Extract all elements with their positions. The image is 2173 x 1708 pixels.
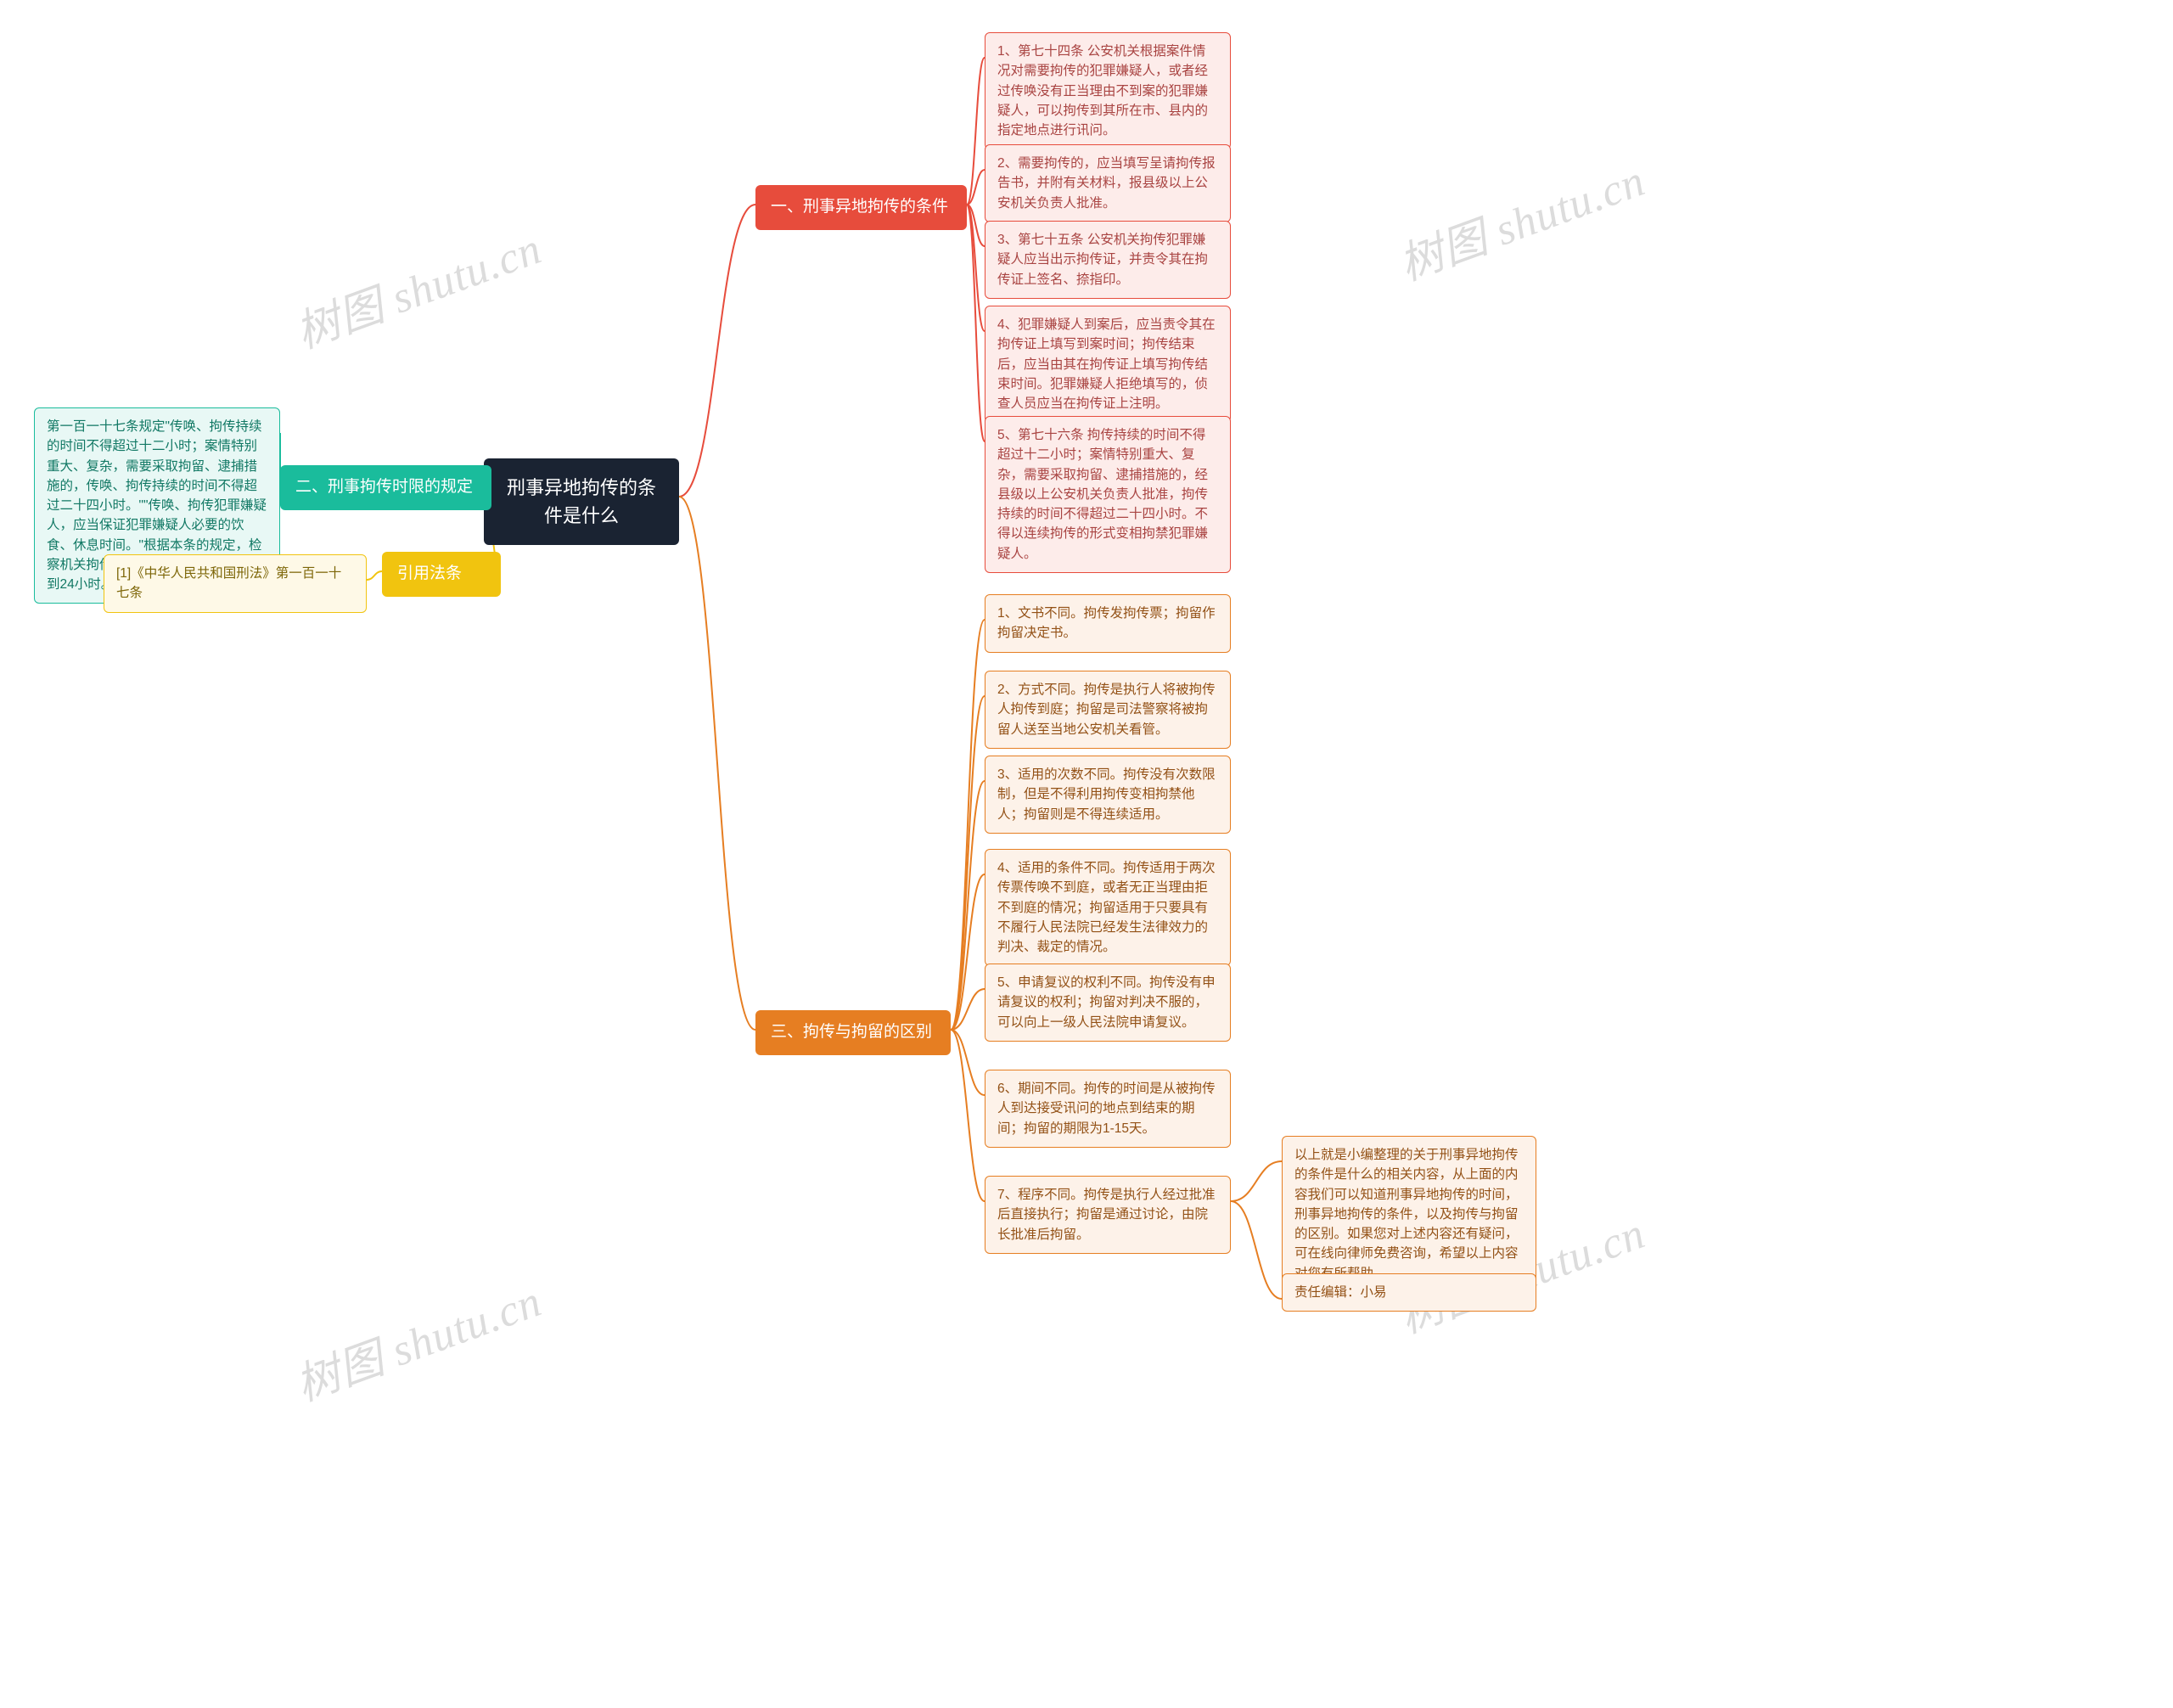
watermark: 树图 shutu.cn: [285, 212, 548, 360]
leaf-b1-0[interactable]: 1、第七十四条 公安机关根据案件情况对需要拘传的犯罪嫌疑人，或者经过传唤没有正当…: [985, 32, 1231, 149]
root-text: 刑事异地拘传的条件是什么: [507, 477, 656, 526]
extra-b4-1[interactable]: 责任编辑：小易: [1282, 1273, 1536, 1312]
leaf-text: 5、申请复议的权利不同。拘传没有申请复议的权利；拘留对判决不服的，可以向上一级人…: [997, 975, 1216, 1030]
branch-label: 引用法条: [397, 565, 462, 582]
leaf-b4-5[interactable]: 6、期间不同。拘传的时间是从被拘传人到达接受讯问的地点到结束的期间；拘留的期限为…: [985, 1070, 1231, 1148]
leaf-b4-6[interactable]: 7、程序不同。拘传是执行人经过批准后直接执行；拘留是通过讨论，由院长批准后拘留。: [985, 1176, 1231, 1254]
branch-label: 一、刑事异地拘传的条件: [771, 198, 948, 216]
leaf-text: 1、文书不同。拘传发拘传票；拘留作拘留决定书。: [997, 606, 1216, 640]
watermark: 树图 shutu.cn: [285, 1265, 548, 1413]
branch-b1[interactable]: 一、刑事异地拘传的条件: [755, 185, 967, 230]
leaf-b4-0[interactable]: 1、文书不同。拘传发拘传票；拘留作拘留决定书。: [985, 594, 1231, 653]
leaf-b4-3[interactable]: 4、适用的条件不同。拘传适用于两次传票传唤不到庭，或者无正当理由拒不到庭的情况；…: [985, 849, 1231, 966]
root-node[interactable]: 刑事异地拘传的条件是什么: [484, 458, 679, 545]
branch-label: 三、拘传与拘留的区别: [771, 1023, 932, 1041]
leaf-text: [1]《中华人民共和国刑法》第一百一十七条: [116, 566, 341, 600]
leaf-text: 6、期间不同。拘传的时间是从被拘传人到达接受讯问的地点到结束的期间；拘留的期限为…: [997, 1082, 1216, 1136]
leaf-text: 1、第七十四条 公安机关根据案件情况对需要拘传的犯罪嫌疑人，或者经过传唤没有正当…: [997, 44, 1208, 138]
extra-b4-0[interactable]: 以上就是小编整理的关于刑事异地拘传的条件是什么的相关内容，从上面的内容我们可以知…: [1282, 1136, 1536, 1293]
leaf-b4-2[interactable]: 3、适用的次数不同。拘传没有次数限制，但是不得利用拘传变相拘禁他人；拘留则是不得…: [985, 756, 1231, 834]
branch-label: 二、刑事拘传时限的规定: [295, 478, 473, 496]
watermark: 树图 shutu.cn: [1389, 144, 1652, 292]
leaf-b1-1[interactable]: 2、需要拘传的，应当填写呈请拘传报告书，并附有关材料，报县级以上公安机关负责人批…: [985, 144, 1231, 222]
leaf-b1-4[interactable]: 5、第七十六条 拘传持续的时间不得超过十二小时；案情特别重大、复杂，需要采取拘留…: [985, 416, 1231, 573]
leaf-b4-1[interactable]: 2、方式不同。拘传是执行人将被拘传人拘传到庭；拘留是司法警察将被拘留人送至当地公…: [985, 671, 1231, 749]
leaf-text: 5、第七十六条 拘传持续的时间不得超过十二小时；案情特别重大、复杂，需要采取拘留…: [997, 428, 1208, 561]
leaf-b1-2[interactable]: 3、第七十五条 公安机关拘传犯罪嫌疑人应当出示拘传证，并责令其在拘传证上签名、捺…: [985, 221, 1231, 299]
extra-text: 责任编辑：小易: [1294, 1285, 1387, 1300]
leaf-text: 7、程序不同。拘传是执行人经过批准后直接执行；拘留是通过讨论，由院长批准后拘留。: [997, 1188, 1216, 1242]
leaf-b3-0[interactable]: [1]《中华人民共和国刑法》第一百一十七条: [104, 554, 367, 613]
extra-text: 以上就是小编整理的关于刑事异地拘传的条件是什么的相关内容，从上面的内容我们可以知…: [1294, 1148, 1519, 1281]
branch-b4[interactable]: 三、拘传与拘留的区别: [755, 1010, 951, 1055]
leaf-text: 4、犯罪嫌疑人到案后，应当责令其在拘传证上填写到案时间；拘传结束后，应当由其在拘…: [997, 317, 1216, 411]
leaf-text: 2、方式不同。拘传是执行人将被拘传人拘传到庭；拘留是司法警察将被拘留人送至当地公…: [997, 683, 1216, 737]
leaf-b4-4[interactable]: 5、申请复议的权利不同。拘传没有申请复议的权利；拘留对判决不服的，可以向上一级人…: [985, 964, 1231, 1042]
branch-b3[interactable]: 引用法条: [382, 552, 501, 597]
leaf-b1-3[interactable]: 4、犯罪嫌疑人到案后，应当责令其在拘传证上填写到案时间；拘传结束后，应当由其在拘…: [985, 306, 1231, 423]
leaf-text: 3、适用的次数不同。拘传没有次数限制，但是不得利用拘传变相拘禁他人；拘留则是不得…: [997, 767, 1216, 822]
branch-b2[interactable]: 二、刑事拘传时限的规定: [280, 465, 491, 510]
leaf-text: 3、第七十五条 公安机关拘传犯罪嫌疑人应当出示拘传证，并责令其在拘传证上签名、捺…: [997, 233, 1208, 287]
leaf-text: 4、适用的条件不同。拘传适用于两次传票传唤不到庭，或者无正当理由拒不到庭的情况；…: [997, 861, 1216, 954]
leaf-text: 2、需要拘传的，应当填写呈请拘传报告书，并附有关材料，报县级以上公安机关负责人批…: [997, 156, 1216, 211]
